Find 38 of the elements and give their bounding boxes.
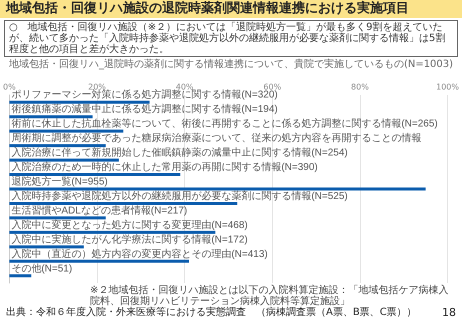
y-tick-label: 入院治療のため一時的に休止した常用薬の再開に関する情報(N=390) <box>11 161 318 174</box>
x-tick-label: 40% <box>176 82 194 92</box>
bar <box>9 173 180 176</box>
text: 地域包括・回復リハ_退院時の薬剤に関する情報連携について、貴院で実施しているもの(N=1003) <box>8 59 454 72</box>
bar <box>9 260 190 263</box>
chart-subtitle: ○ 地域包括・回復リハ施設（※２）においては「退院時処方一覧」が最も多く9割を超えていたが、続いて多かった「入院時持参薬や退院処方以外の継続服用が必要な薬剤に関する情報」は5割程度と他の項目と差が大きかった。 <box>4 20 458 57</box>
text: 18 <box>442 306 456 319</box>
bar <box>9 274 32 278</box>
y-tick-label: 入院時持参薬や退院処方以外の継続服用が必要な薬剤に関する情報(N=525) <box>11 190 348 202</box>
x-tick-label: 20% <box>88 82 106 92</box>
y-tick-label: 入院中に変更となった処方に関する変更理由(N=468) <box>11 218 248 231</box>
x-tick-label: 80% <box>351 82 370 92</box>
source-note: 出典：令和６年度入院・外来医療等における実態調査 （病棟調査票（A票、B票、C票）） <box>6 307 417 319</box>
bar <box>9 216 106 220</box>
y-tick-label: 入院中（直近の）処方内容の変更内容とその理由(N=413) <box>11 248 268 260</box>
x-tick-label: 60% <box>263 82 282 92</box>
bar <box>9 115 93 118</box>
bar <box>9 202 238 205</box>
x-tick-label: 0% <box>2 82 16 92</box>
bar <box>9 188 426 190</box>
y-tick-label: 入院中に実施したがん化学療法に関する情報(N=172) <box>11 233 248 246</box>
y-tick-label: 術前に休止した抗血栓薬等について、術後に再開することに係る処方調整に関する情報(N=265) <box>11 118 438 130</box>
bar <box>9 130 124 133</box>
y-tick-label: 入院治療に伴って新規開始した催眠鎮静薬の減量中止に関する情報(N=254) <box>11 146 348 159</box>
bar <box>9 144 106 148</box>
y-tick-label: ポリファーマシー対策に係る処方調整に関する情報(N=320) <box>11 88 278 101</box>
y-tick-label: 生活習慣やADLなどの患者情報(N=217) <box>11 204 188 216</box>
bar <box>9 100 150 104</box>
bar <box>9 245 84 248</box>
bar <box>9 230 216 234</box>
text: ※２地域包括・回復リハ施設とは以下の入院料算定施設：「地域包括ケア病棟入院料、回復期リハビリテーション病棟入院料等算定施設」 <box>90 285 450 307</box>
y-tick-label: 周術期に調整が必要であった糖尿病治療薬について、従来の処方内容を再開することの情報 <box>11 132 422 144</box>
y-tick-label: 退院処方一覧(N=955) <box>11 176 108 188</box>
bar <box>9 158 119 162</box>
x-tick-label: 100% <box>436 82 460 92</box>
chart-title: 地域包括・回復リハ施設の退院時薬剤関連情報連携における実施項目 <box>0 0 462 18</box>
y-tick-label: 術後鎮痛薬の減量中止に係る処方調整に関する情報(N=194) <box>11 103 278 116</box>
y-tick-label: その他(N=51) <box>11 262 72 274</box>
